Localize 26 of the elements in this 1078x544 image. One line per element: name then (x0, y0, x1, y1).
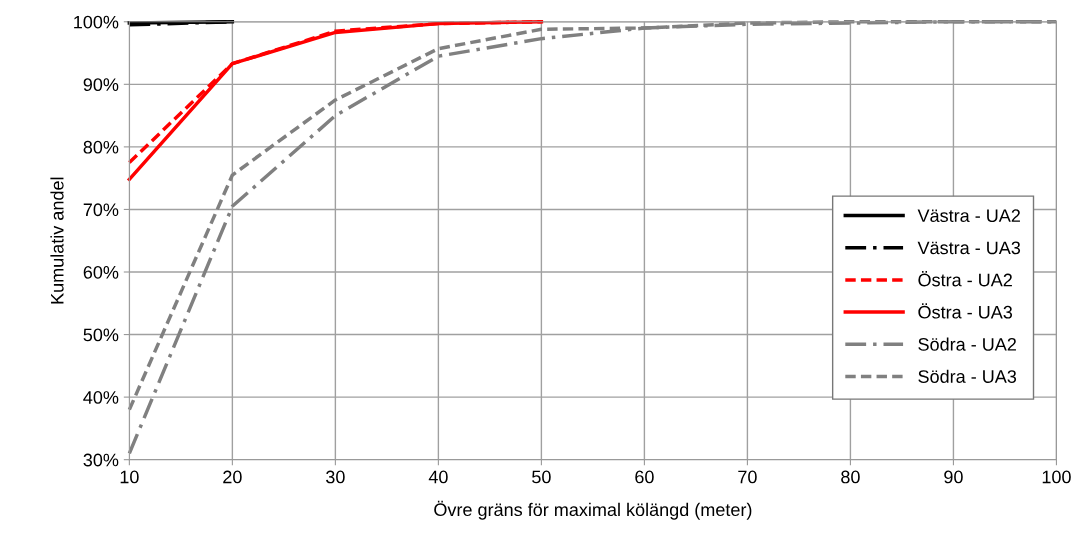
y-tick-label: 90% (83, 78, 119, 92)
x-tick-label: 20 (223, 470, 242, 484)
y-axis-title: Kumulativ andel (50, 177, 64, 304)
y-tick-label: 60% (83, 265, 119, 279)
x-tick-label: 30 (326, 470, 345, 484)
y-tick-label: 70% (83, 203, 119, 217)
legend-label: Västra - UA2 (917, 209, 1020, 223)
x-tick-label: 60 (635, 470, 654, 484)
x-tick-label: 10 (120, 470, 139, 484)
x-tick-label: 70 (738, 470, 757, 484)
legend-label: Södra - UA3 (918, 369, 1017, 383)
x-axis-title: Övre gräns för maximal kölängd (meter) (434, 500, 752, 520)
y-tick-label: 40% (83, 391, 119, 404)
y-tick-label: 100% (74, 15, 119, 29)
legend-label: Västra - UA3 (917, 241, 1021, 255)
legend-label: Östra - UA3 (918, 303, 1013, 319)
x-tick-label: 80 (841, 470, 860, 484)
x-tick-label: 50 (532, 470, 551, 484)
x-tick-label: 40 (428, 470, 448, 484)
x-tick-label: 100 (1042, 470, 1071, 484)
y-tick-label: 50% (83, 328, 119, 342)
y-tick-label: 80% (83, 140, 119, 154)
legend-label: Östra - UA2 (918, 271, 1012, 287)
x-tick-label: 90 (944, 470, 963, 484)
legend-label: Södra - UA2 (918, 337, 1016, 351)
y-tick-label: 30% (83, 453, 119, 467)
